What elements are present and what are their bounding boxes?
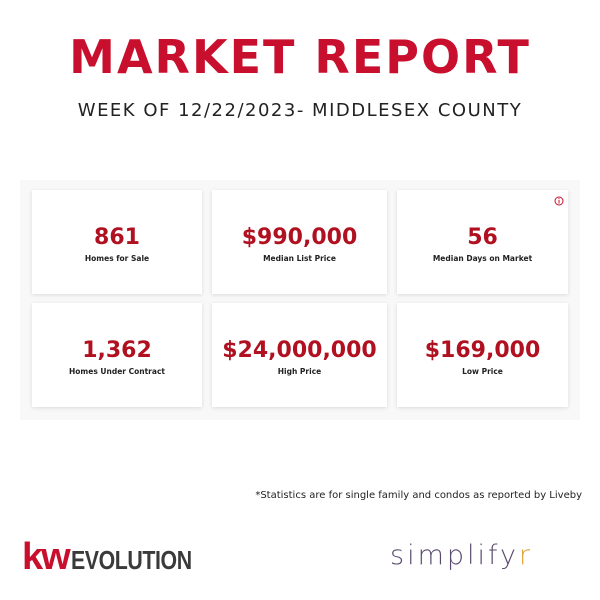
stat-value: $24,000,000	[222, 338, 377, 363]
stat-card: 56 Median Days on Market	[397, 190, 568, 294]
footnote: *Statistics are for single family and co…	[255, 490, 582, 501]
kw-text: EVOLUTION	[70, 545, 192, 575]
stat-value: 1,362	[82, 338, 152, 363]
stat-card: 1,362 Homes Under Contract	[32, 303, 202, 407]
stat-label: High Price	[277, 367, 322, 376]
stat-label: Homes Under Contract	[69, 367, 165, 376]
stat-card: 861 Homes for Sale	[32, 190, 202, 294]
stat-value: $169,000	[424, 338, 541, 363]
stat-label: Median Days on Market	[432, 254, 533, 263]
stat-label: Homes for Sale	[84, 254, 150, 263]
kw-logo: kwEVOLUTION	[22, 536, 218, 579]
stat-label: Low Price	[462, 367, 503, 376]
kw-mark: kw	[22, 536, 71, 578]
simplify-logo: simplifyr	[390, 540, 533, 571]
subtitle: WEEK OF 12/22/2023- MIDDLESEX COUNTY	[77, 100, 523, 121]
stat-card: $24,000,000 High Price	[212, 303, 387, 407]
simplify-text: simplify	[390, 540, 520, 571]
stat-label: Median List Price	[263, 254, 336, 263]
stat-value: 56	[467, 225, 498, 250]
info-icon[interactable]	[554, 196, 564, 206]
stat-value: 861	[94, 225, 140, 250]
title: MARKET REPORT	[69, 30, 531, 84]
simplify-mark: r	[519, 540, 534, 571]
stat-card: $990,000 Median List Price	[212, 190, 387, 294]
stat-value: $990,000	[241, 225, 358, 250]
stat-card: $169,000 Low Price	[397, 303, 568, 407]
